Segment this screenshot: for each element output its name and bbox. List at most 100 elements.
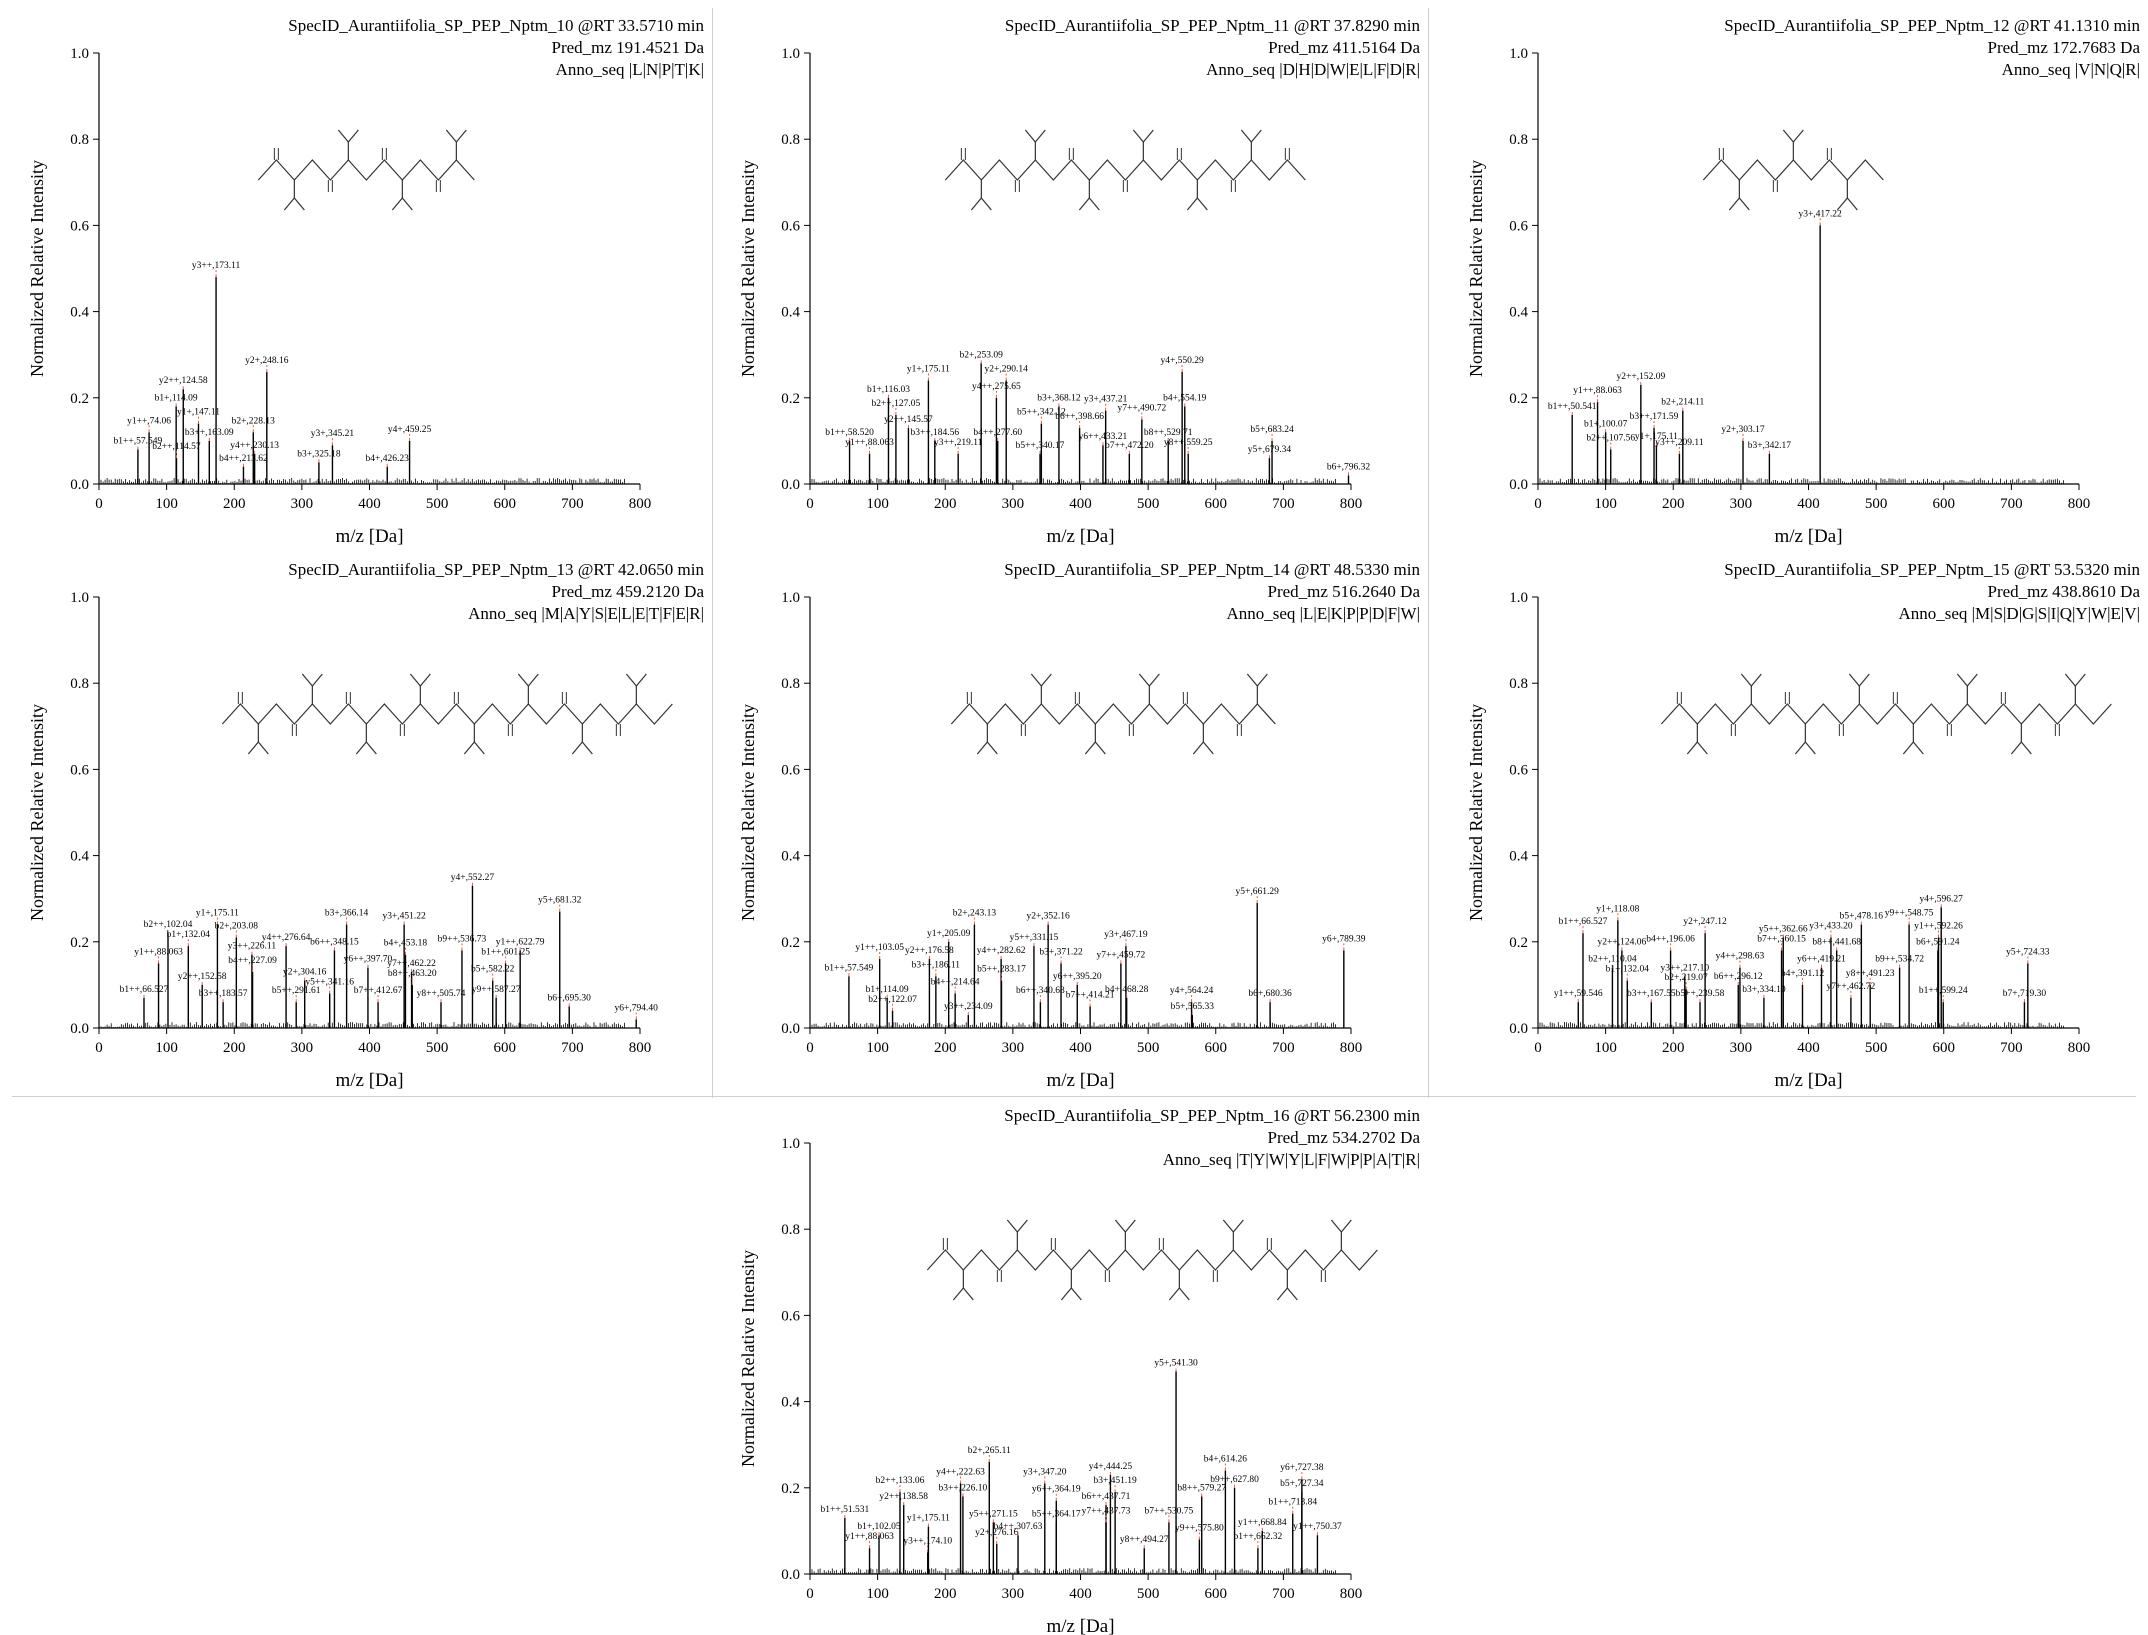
- structure-sidechain: [625, 673, 637, 687]
- peak-label: b2+,228.13: [232, 416, 276, 426]
- x-tick-label: 700: [561, 1040, 584, 1056]
- peak-label: y1++,88.063: [845, 438, 894, 448]
- x-tick-label: 500: [1137, 1586, 1160, 1602]
- x-tick-label: 0: [806, 1586, 814, 1602]
- y-axis-label: Normalized Relative Intensity: [738, 160, 758, 377]
- peak-label: b6++,348.15: [310, 937, 359, 947]
- peak-label: b4++,277.60: [973, 428, 1022, 438]
- peak-label: y1++,88.063: [1573, 386, 1622, 396]
- peak-label: y1+,205.09: [927, 929, 971, 939]
- chart-subtitle-mz: Pred_mz 459.2120 Da: [551, 582, 704, 601]
- peak-label: y1+,175.11: [1635, 432, 1678, 442]
- chart-subtitle-mz: Pred_mz 411.5164 Da: [1268, 38, 1420, 57]
- peak-label: b3++,183.57: [199, 989, 248, 999]
- divider-v2: [1428, 8, 1429, 1098]
- structure-sidechain: [986, 741, 998, 755]
- peak-label: b3++,184.56: [910, 428, 959, 438]
- peak-label: b3+,334.10: [1742, 985, 1786, 995]
- x-tick-label: 200: [1662, 1040, 1685, 1056]
- peak-label: y2+,303.17: [1721, 425, 1765, 435]
- y-tick-label: 0.4: [1509, 305, 1528, 321]
- x-tick-label: 100: [1594, 1040, 1617, 1056]
- structure-sidechain: [1250, 129, 1262, 143]
- y-tick-label: 0.4: [70, 849, 89, 865]
- x-tick-label: 500: [1137, 1040, 1160, 1056]
- peak-label: y2++,124.58: [159, 376, 208, 386]
- x-tick-label: 500: [1137, 496, 1160, 512]
- peak-label: b3++,186.11: [912, 960, 961, 970]
- y-tick-label: 0.2: [781, 391, 800, 407]
- peak-label: b3++,171.59: [1630, 412, 1679, 422]
- chart-title: SpecID_Aurantiifolia_SP_PEP_Nptm_12 @RT …: [1724, 16, 2140, 35]
- x-tick-label: 0: [1534, 496, 1542, 512]
- peak-label: y1++,59.546: [1554, 989, 1603, 999]
- peak-label: b5++,283.17: [977, 965, 1026, 975]
- peak-label: y6++,364.19: [1032, 1485, 1081, 1495]
- peak-label: b9++,627.80: [1210, 1475, 1259, 1485]
- peak-label: b7+,719.30: [2003, 989, 2047, 999]
- peak-label: b1++,66.527: [1559, 917, 1608, 927]
- peak-label: y4++,276.64: [262, 933, 311, 943]
- peak-label: b1+,114.09: [155, 393, 198, 403]
- structure-sidechain: [1846, 197, 1858, 211]
- chart-panel-1: SpecID_Aurantiifolia_SP_PEP_Nptm_10 @RT …: [27, 16, 704, 547]
- peak-label: b3+,371.22: [1039, 947, 1083, 957]
- structure-sidechain: [1124, 1219, 1136, 1233]
- y-tick-label: 0.4: [781, 849, 800, 865]
- peak-label: b5++,239.58: [1676, 989, 1725, 999]
- y-axis-label: Normalized Relative Intensity: [1466, 704, 1486, 921]
- x-axis-label: m/z [Da]: [1046, 1070, 1114, 1091]
- peak-label: y2++,124.06: [1598, 937, 1647, 947]
- chart-subtitle-seq: Anno_seq |L|E|K|P|P|D|F|W|: [1226, 604, 1420, 623]
- structure-sidechain: [1034, 129, 1046, 143]
- chart-title: SpecID_Aurantiifolia_SP_PEP_Nptm_15 @RT …: [1724, 560, 2140, 579]
- y-axis-label: Normalized Relative Intensity: [1466, 160, 1486, 377]
- x-tick-label: 400: [358, 496, 381, 512]
- y-tick-label: 0.0: [1509, 477, 1528, 493]
- peak-label: b3++,226.10: [939, 1483, 988, 1493]
- x-tick-label: 200: [223, 496, 246, 512]
- y-tick-label: 1.0: [1509, 46, 1528, 62]
- peak-label: b6++,340.68: [1016, 986, 1065, 996]
- structure-sidechain: [365, 741, 377, 755]
- chart-subtitle-seq: Anno_seq |L|N|P|T|K|: [556, 60, 704, 79]
- peptide-structure-image: [1702, 129, 1884, 211]
- x-axis-label: m/z [Da]: [1046, 1616, 1114, 1635]
- x-tick-label: 100: [866, 1586, 889, 1602]
- x-tick-label: 800: [629, 496, 652, 512]
- baseline-noise: [1539, 1022, 2064, 1028]
- x-tick-label: 600: [494, 496, 517, 512]
- x-tick-label: 800: [2068, 496, 2091, 512]
- peak-label: y2++,138.58: [879, 1492, 928, 1502]
- x-tick-label: 600: [1933, 1040, 1956, 1056]
- y-tick-label: 0.0: [781, 1567, 800, 1583]
- peak-label: b3+,325.18: [297, 449, 341, 459]
- peak-label: y7++,459.72: [1097, 950, 1146, 960]
- x-tick-label: 800: [1340, 1586, 1363, 1602]
- baseline-noise: [811, 1022, 1336, 1028]
- x-tick-label: 400: [1797, 1040, 1820, 1056]
- peak-label: b1+,100.07: [1584, 419, 1628, 429]
- peak-label: y3++,219.11: [934, 438, 983, 448]
- structure-sidechain: [1148, 673, 1160, 687]
- peptide-structure-image: [1660, 673, 2112, 755]
- peak-label: b2+,219.07: [1664, 973, 1708, 983]
- peak-label: y5++,341.16: [305, 978, 354, 988]
- peak-label: b9++,536.73: [438, 934, 487, 944]
- structure-sidechain: [1114, 1219, 1126, 1233]
- peak-label: b2++,107.56: [1586, 434, 1635, 444]
- y-tick-label: 0.6: [70, 762, 89, 778]
- peak-label: y5++,271.15: [969, 1509, 1018, 1519]
- peak-label: y2+,247.12: [1683, 917, 1727, 927]
- structure-sidechain: [1902, 741, 1914, 755]
- peak-label: y2+,248.16: [245, 356, 289, 366]
- structure-sidechain: [1728, 197, 1740, 211]
- structure-sidechain: [1848, 673, 1860, 687]
- peak-label: b4++,307.63: [994, 1522, 1043, 1532]
- peak-label: b2+,253.09: [959, 350, 1003, 360]
- x-tick-label: 400: [1069, 1040, 1092, 1056]
- peak-label: y1++,103.05: [855, 943, 904, 953]
- peak-label: b1++,66.527: [120, 985, 169, 995]
- baseline-noise: [1539, 478, 2064, 484]
- peak-label: b1++,713.84: [1268, 1498, 1317, 1508]
